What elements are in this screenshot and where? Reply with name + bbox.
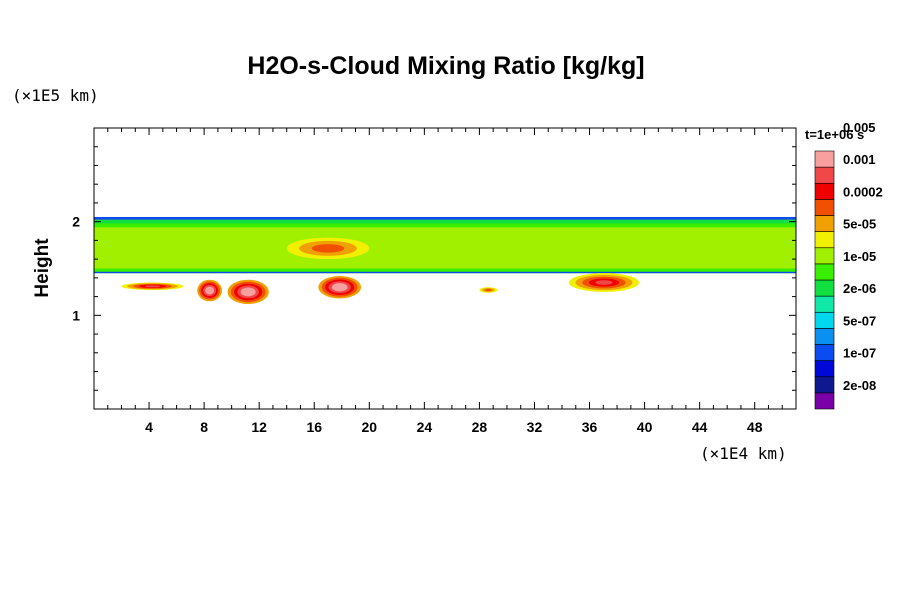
colorbar-swatch-12 — [814, 199, 835, 216]
cloud-layer-upper-band-2 — [94, 223, 796, 228]
colorbar-swatch-1 — [814, 376, 835, 394]
colorbar-swatch-13 — [814, 182, 835, 200]
x-tick-label-40: 40 — [637, 419, 653, 435]
colorbar-swatch-14 — [814, 166, 835, 184]
y-tick-label-1: 1 — [72, 307, 80, 323]
cloud-feature-1-band-5 — [207, 288, 213, 293]
cloud-layer-upper-band — [94, 219, 796, 224]
colorbar-label-6: 0.0002 — [843, 184, 883, 199]
time-label: t=1e+06 s — [805, 127, 864, 142]
colorbar-label-1: 1e-07 — [843, 346, 876, 361]
colorbar-swatch-5 — [814, 311, 835, 329]
colorbar-swatch-10 — [814, 231, 835, 249]
colorbar-swatch-9 — [814, 247, 835, 265]
x-tick-label-16: 16 — [306, 419, 322, 435]
y-axis-label: Height — [32, 238, 53, 298]
cloud-layer-base-band — [94, 268, 796, 274]
colorbar-label-8: 0.005 — [843, 120, 876, 135]
cloud-feature-3-band-5 — [335, 284, 345, 290]
x-unit-label: (×1E4 km) — [700, 444, 787, 463]
cloud-layer-base-edge — [94, 271, 796, 274]
x-tick-label-44: 44 — [692, 419, 708, 435]
colorbar-label-2: 5e-07 — [843, 313, 876, 328]
x-tick-label-12: 12 — [251, 419, 267, 435]
cloud-feature-2-band-5 — [243, 289, 253, 295]
plot-frame — [93, 127, 797, 410]
colorbar-label-0: 2e-08 — [843, 378, 876, 393]
x-tick-label-36: 36 — [582, 419, 598, 435]
colorbar-swatch-8 — [814, 263, 835, 281]
colorbar-swatch-6 — [814, 295, 835, 313]
x-tick-label-8: 8 — [200, 419, 208, 435]
colorbar-swatch-2 — [814, 360, 835, 378]
colorbar-swatch-4 — [814, 328, 835, 345]
colorbar-swatch-0 — [814, 392, 835, 410]
colorbar-swatch-11 — [814, 215, 835, 232]
colorbar-label-4: 1e-05 — [843, 249, 876, 264]
x-tick-label-20: 20 — [362, 419, 378, 435]
chart-title: H2O-s-Cloud Mixing Ratio [kg/kg] — [247, 52, 644, 80]
cloud-feature-5-band-4 — [595, 280, 613, 285]
x-tick-label-48: 48 — [747, 419, 763, 435]
cloud-feature-4-band-2 — [484, 288, 492, 292]
y-unit-label: (×1E5 km) — [12, 86, 99, 105]
cloud-feature-0-band-4 — [144, 285, 161, 288]
colorbar-swatch-3 — [814, 344, 835, 361]
x-tick-label-24: 24 — [417, 419, 433, 435]
y-tick-label-2: 2 — [72, 214, 80, 230]
colorbar-label-7: 0.001 — [843, 152, 876, 167]
x-tick-label-32: 32 — [527, 419, 543, 435]
colorbar: 2e-08 1e-07 5e-07 2e-06 1e-05 5e-05 0.0002 0.00… — [814, 120, 883, 410]
colorbar-swatch-7 — [814, 279, 835, 297]
x-tick-label-4: 4 — [145, 419, 153, 435]
x-tick-label-28: 28 — [472, 419, 488, 435]
colorbar-label-3: 2e-06 — [843, 281, 876, 296]
cloud-feature-6-band-2 — [311, 244, 345, 253]
cloud-field — [94, 216, 796, 305]
cloud-layer-top-edge — [94, 216, 796, 220]
colorbar-swatch-15 — [814, 150, 835, 168]
colorbar-label-5: 5e-05 — [843, 217, 876, 232]
